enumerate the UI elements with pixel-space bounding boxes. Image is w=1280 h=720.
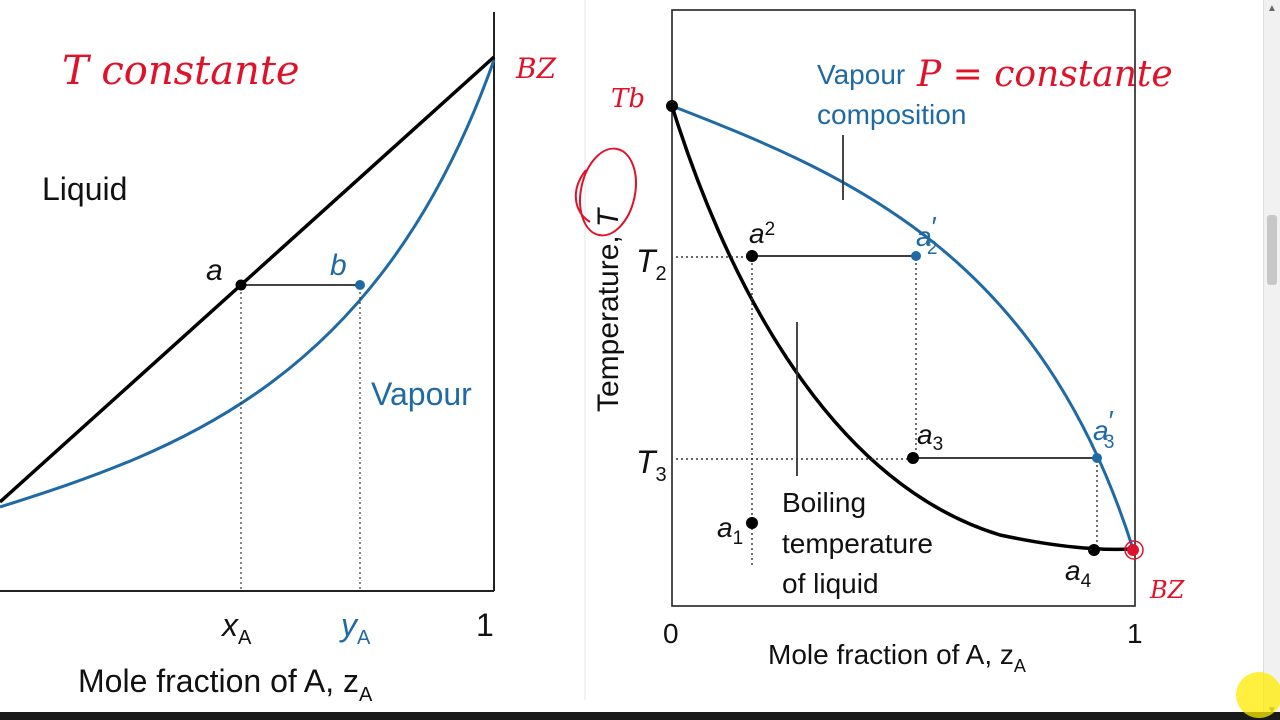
scroll-up-icon[interactable]: ▲ xyxy=(1267,3,1277,14)
a1-label: a1 xyxy=(717,512,743,549)
point-a3-marker xyxy=(907,452,919,464)
right-plot-frame xyxy=(671,9,1136,607)
left-diagram: a b Liquid Vapour xA yA 1 Mole fraction … xyxy=(0,12,557,706)
right-yaxis-label: Temperature,T xyxy=(592,206,625,412)
boiling-line3: of liquid xyxy=(782,568,879,599)
cursor-highlight-icon xyxy=(1236,672,1280,718)
point-bz-ring xyxy=(1124,540,1144,560)
a4-label: a4 xyxy=(1065,555,1092,592)
right-tick-zero: 0 xyxy=(663,618,679,649)
point-bz-marker xyxy=(1127,544,1139,556)
right-handwritten-p: P = constante xyxy=(916,54,1173,95)
t3-label: T3 xyxy=(636,444,667,486)
right-xaxis-label: Mole fraction of A, zA xyxy=(768,639,1026,676)
point-a3p-marker xyxy=(1092,453,1102,463)
vapour-composition-line1: Vapour xyxy=(817,59,905,90)
left-point-b-label: b xyxy=(330,249,347,282)
left-vapour-label: Vapour xyxy=(371,376,472,412)
point-a2-marker xyxy=(746,250,758,262)
right-handwritten-tb: Tb xyxy=(611,84,645,114)
point-a2p-marker xyxy=(911,251,921,261)
left-liquid-line xyxy=(0,55,496,504)
a3-label: a3 xyxy=(917,419,943,455)
left-handwritten-title: T constante xyxy=(62,48,300,94)
right-liquid-curve xyxy=(670,105,1134,552)
left-point-b-marker xyxy=(355,280,365,290)
right-diagram: Temperature,T T2 T3 a2 a′ 2 a3 a′ 3 a1 a4 … xyxy=(574,9,1186,676)
left-point-a-label: a xyxy=(206,254,223,287)
a3p-label: a′ 3 xyxy=(1093,405,1114,453)
right-handwritten-bz: BZ xyxy=(1149,576,1186,604)
left-xaxis-label: Mole fraction of A, zA xyxy=(78,663,373,706)
left-liquid-label: Liquid xyxy=(42,171,127,207)
point-tb-marker xyxy=(666,100,678,112)
left-tick-yA: yA xyxy=(339,607,371,649)
scrollbar-thumb[interactable] xyxy=(1267,215,1277,285)
vertical-scrollbar[interactable]: ▲ ▼ xyxy=(1263,0,1280,720)
bottom-bar xyxy=(0,712,1280,720)
vapour-composition-line2: composition xyxy=(817,99,966,130)
a2p-label: a′ 2 xyxy=(916,211,937,259)
left-vapour-curve xyxy=(0,59,496,509)
right-tick-one: 1 xyxy=(1127,618,1143,649)
boiling-line2: temperature xyxy=(782,528,933,559)
left-point-a-marker xyxy=(235,279,247,291)
boiling-line1: Boiling xyxy=(782,487,866,518)
left-handwritten-bz: BZ xyxy=(515,52,557,85)
left-tick-one: 1 xyxy=(476,607,494,643)
t2-label: T2 xyxy=(636,243,667,285)
handwritten-paren xyxy=(574,169,591,223)
point-a4-marker xyxy=(1088,544,1100,556)
right-vapour-curve xyxy=(671,104,1135,550)
point-a1-marker xyxy=(746,517,758,529)
handwritten-t-circle xyxy=(579,147,637,237)
a2-label: a2 xyxy=(749,218,775,249)
left-tick-xA: xA xyxy=(220,607,252,649)
